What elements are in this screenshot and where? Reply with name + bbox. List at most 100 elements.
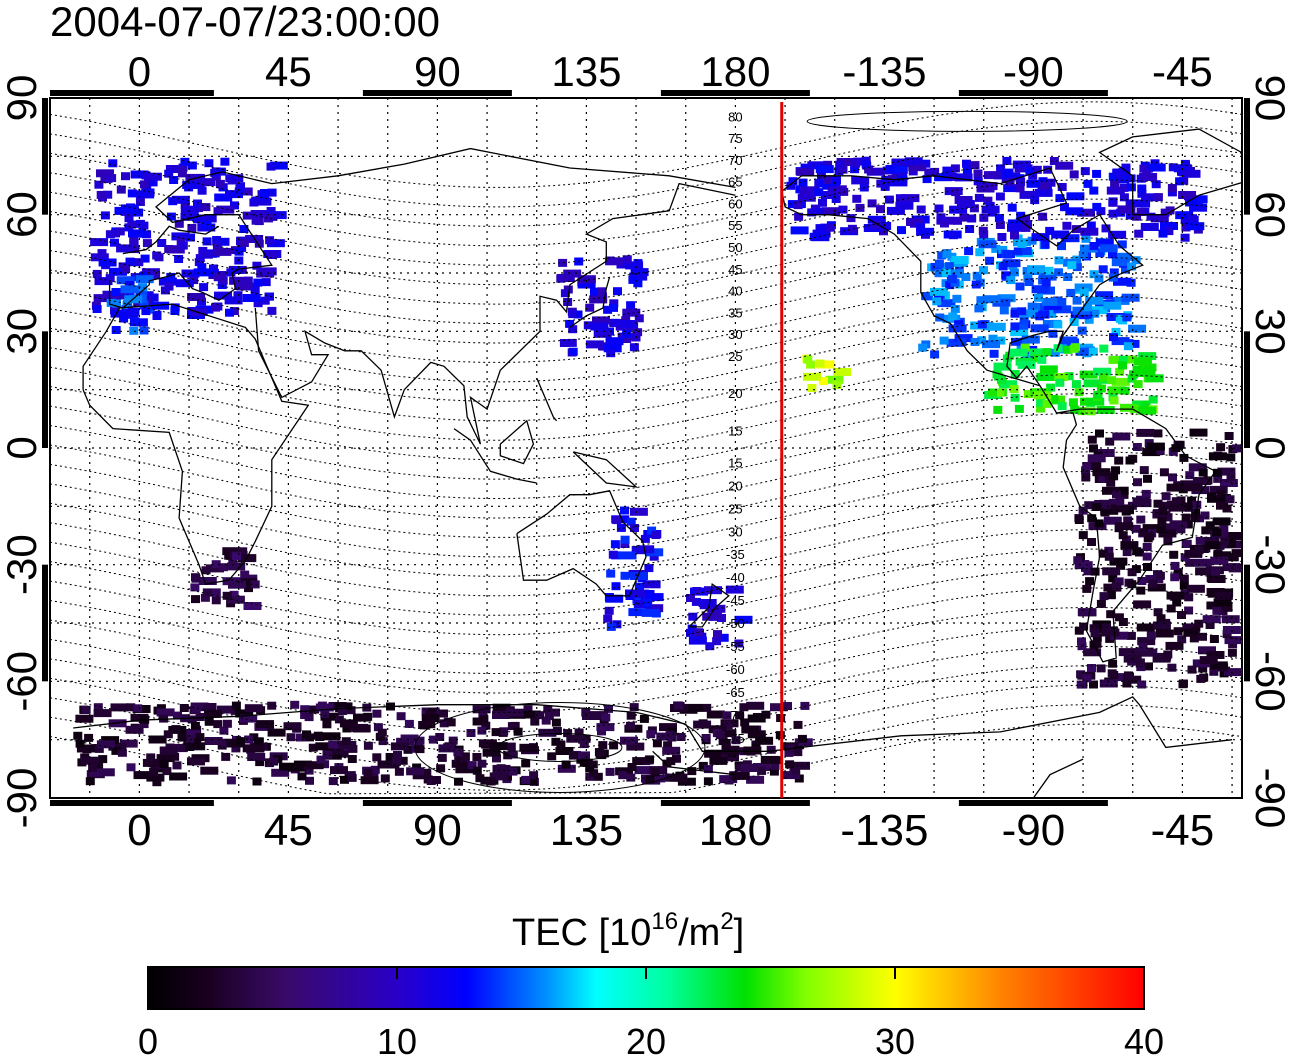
tec-cell	[1209, 661, 1228, 670]
tec-cell	[1098, 265, 1108, 274]
tec-cell	[1189, 203, 1208, 212]
tec-cell	[152, 312, 162, 320]
tec-cell	[1178, 680, 1188, 689]
tec-cell	[596, 723, 615, 732]
tec-cell	[1055, 161, 1074, 170]
tec-cell	[739, 703, 749, 712]
tec-cell	[98, 193, 107, 202]
tec-cell	[1183, 628, 1193, 637]
tec-cell	[1126, 183, 1136, 192]
tec-cell	[663, 741, 673, 750]
tec-cell	[1133, 600, 1152, 609]
tec-cell	[148, 735, 167, 744]
tec-cell	[541, 716, 551, 725]
tec-cell	[1088, 347, 1098, 356]
tec-cell	[1020, 309, 1039, 318]
tec-cell	[98, 258, 117, 267]
tec-cell	[1028, 171, 1038, 180]
left-tick-label: -90	[0, 768, 45, 829]
tec-cell	[1179, 453, 1189, 462]
tec-cell	[119, 314, 129, 323]
tec-cell	[378, 737, 388, 746]
tec-cell	[1079, 288, 1089, 297]
tec-cell	[1163, 650, 1173, 659]
tec-cell	[601, 713, 611, 722]
tec-cell	[173, 711, 182, 720]
tec-cell	[1127, 568, 1137, 577]
tec-cell	[573, 310, 583, 319]
tec-cell	[508, 767, 518, 776]
tec-cell	[1198, 632, 1207, 641]
tec-cell	[852, 194, 862, 203]
tec-cell	[315, 733, 325, 741]
tec-cell	[1158, 507, 1168, 516]
tec-cell	[740, 764, 759, 772]
tec-cell	[936, 213, 946, 222]
tec-cell	[216, 205, 235, 214]
map-plot-area: 80 75 70 65 60 55 50 45 40 35 30 25 20 15 15 20 25 30 -35 -…	[50, 98, 1242, 798]
tec-cell	[1116, 561, 1126, 570]
tec-cell	[396, 712, 406, 721]
contour-label: -35	[726, 547, 745, 562]
tec-cell	[149, 293, 159, 302]
tec-cell	[823, 160, 833, 169]
tec-cell	[1126, 278, 1136, 287]
tec-cell	[1078, 251, 1088, 259]
tec-cell	[1083, 179, 1093, 188]
magnetic-latitude-contours	[50, 101, 1242, 795]
tec-cell	[92, 269, 102, 278]
tec-cell	[94, 277, 113, 286]
tec-cell	[1050, 348, 1060, 357]
contour-line	[497, 732, 623, 762]
tec-cell	[605, 767, 615, 776]
tec-cell	[1153, 429, 1163, 438]
tec-cell	[818, 377, 828, 386]
tec-cell	[1108, 230, 1127, 239]
tec-cell	[198, 577, 217, 585]
tec-cell	[1202, 615, 1221, 624]
tec-cell	[1195, 536, 1205, 545]
tec-cell	[627, 763, 637, 771]
tec-cell	[174, 255, 184, 263]
tec-cell	[1109, 333, 1118, 342]
tec-cell	[1186, 584, 1205, 593]
tec-cell	[1182, 623, 1201, 632]
tec-cell	[180, 205, 199, 214]
tec-cell	[110, 703, 129, 712]
tec-cell	[1119, 193, 1129, 202]
tec-cell	[1105, 437, 1115, 446]
tec-cell	[1137, 680, 1147, 689]
tec-cell	[723, 721, 733, 730]
tec-cell	[508, 750, 518, 759]
tec-cell	[979, 230, 989, 239]
tec-cell	[1123, 342, 1133, 351]
tec-cell	[799, 186, 818, 195]
tec-cell	[146, 773, 165, 782]
right-tick-label: 60	[1247, 191, 1292, 238]
tec-cell	[815, 165, 834, 174]
tec-cell	[1053, 320, 1063, 329]
tec-cell	[1166, 604, 1176, 613]
tec-cell	[568, 751, 578, 760]
tec-cell	[1111, 466, 1120, 475]
tec-cell	[1104, 546, 1114, 555]
tec-cell	[437, 753, 447, 762]
tec-cell	[152, 778, 162, 787]
tec-cell	[798, 178, 808, 187]
tec-cell	[209, 268, 219, 277]
frame-bar-segment	[958, 90, 1108, 96]
tec-cell	[1207, 492, 1216, 501]
tec-cell	[1087, 454, 1106, 463]
tec-cell	[73, 731, 83, 740]
tec-cell	[1216, 501, 1225, 510]
tec-cell	[994, 214, 1004, 222]
tec-cell	[974, 304, 984, 313]
tec-cell	[523, 705, 533, 714]
tec-cell	[793, 748, 803, 757]
tec-cell	[1189, 428, 1208, 437]
tec-cell	[1020, 343, 1030, 352]
tec-cell	[1026, 179, 1045, 188]
tec-cell	[693, 720, 712, 729]
tec-cell	[1155, 571, 1165, 580]
